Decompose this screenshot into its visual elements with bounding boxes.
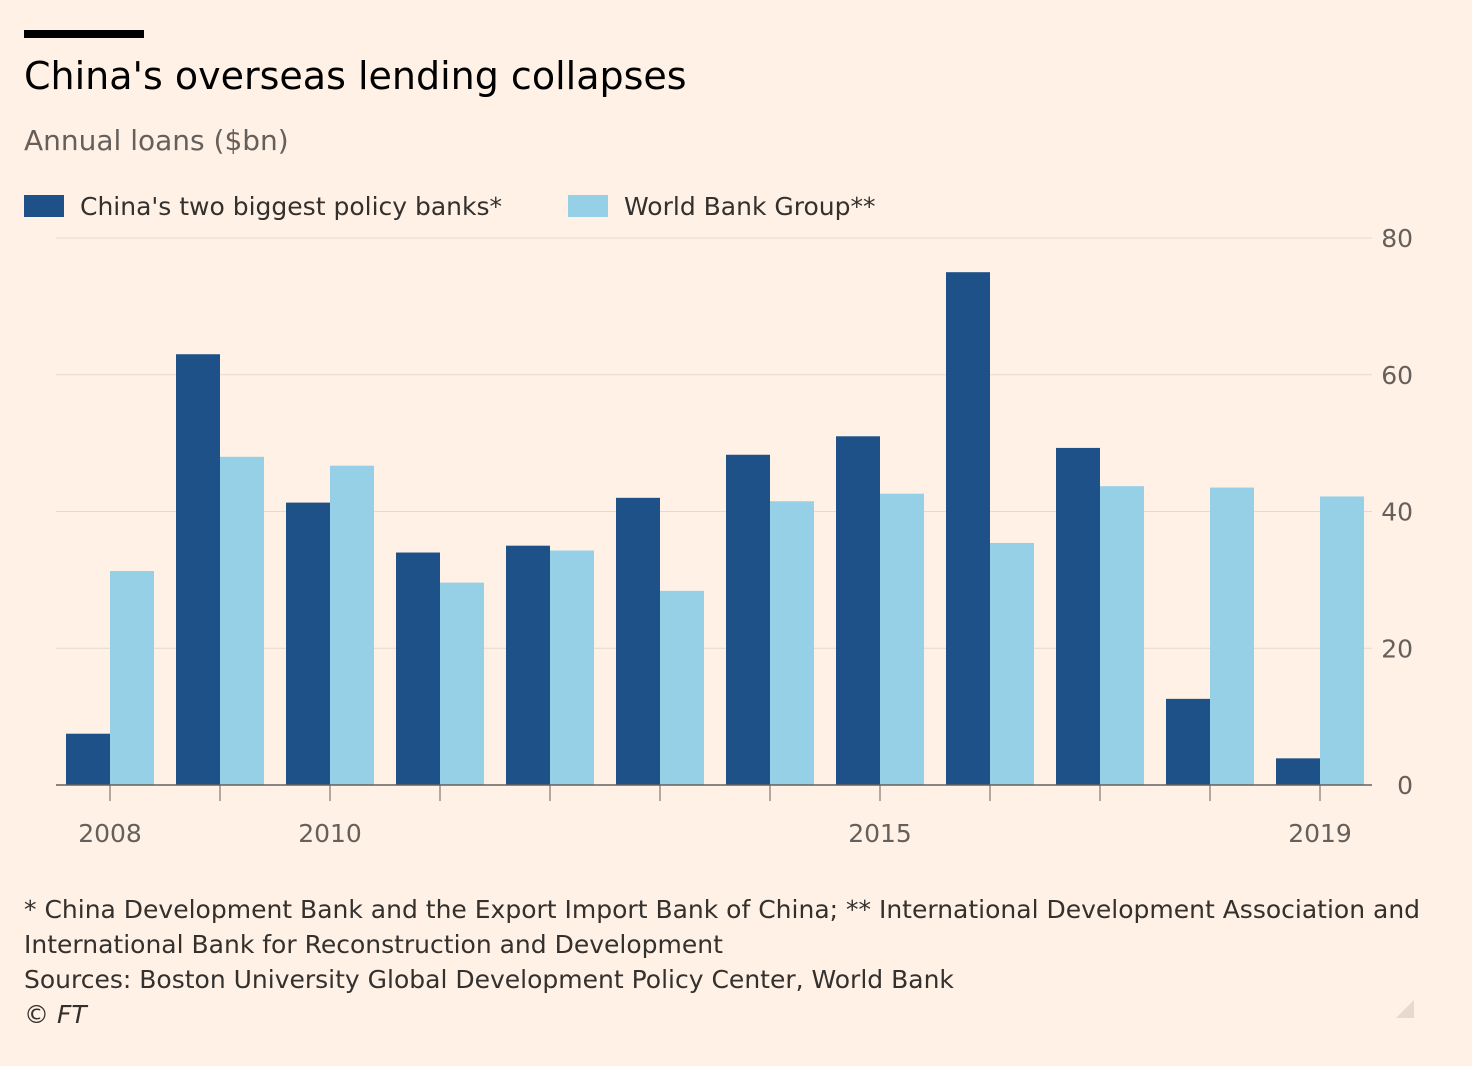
- legend-label-world-bank: World Bank Group**: [624, 191, 876, 221]
- bar: [1210, 487, 1254, 785]
- legend-swatch-world-bank: [568, 195, 609, 217]
- bar: [660, 590, 704, 785]
- bar: [1166, 698, 1210, 785]
- bar: [946, 272, 990, 785]
- legend-item-china: China's two biggest policy banks*: [24, 192, 502, 221]
- bar: [176, 354, 220, 785]
- y-tick-label: 60: [1381, 361, 1413, 390]
- chart-title: China's overseas lending collapses: [24, 54, 687, 98]
- bar: [990, 542, 1034, 785]
- x-tick-label: 2010: [298, 819, 362, 848]
- bar: [1100, 486, 1144, 785]
- bar: [1276, 758, 1320, 785]
- bar: [616, 497, 660, 785]
- footnote-line-2: International Bank for Reconstruction an…: [24, 930, 723, 959]
- ft-credit: © FT: [24, 1000, 87, 1029]
- bar: [110, 570, 154, 785]
- y-tick-label: 0: [1397, 771, 1413, 800]
- x-tick-label: 2008: [78, 819, 142, 848]
- bar: [396, 552, 440, 785]
- y-tick-label: 40: [1381, 498, 1413, 527]
- bar: [726, 454, 770, 785]
- legend-label-china: China's two biggest policy banks*: [80, 191, 503, 221]
- bar: [1320, 496, 1364, 785]
- bar: [66, 733, 110, 785]
- footnote-line-1: * China Development Bank and the Export …: [24, 895, 1421, 924]
- sources-text: Sources: Boston University Global Develo…: [24, 965, 954, 994]
- top-rule: [24, 30, 144, 38]
- bar: [440, 582, 484, 785]
- legend: China's two biggest policy banks* World …: [24, 188, 942, 224]
- legend-item-world-bank: World Bank Group**: [568, 191, 876, 221]
- legend-swatch-china: [24, 195, 64, 217]
- x-tick-label: 2019: [1288, 819, 1352, 848]
- bar: [1056, 447, 1100, 785]
- bar: [836, 436, 880, 785]
- bar: [506, 545, 550, 785]
- bar: [770, 501, 814, 785]
- resize-handle-icon: [1396, 1000, 1414, 1018]
- y-tick-label: 80: [1381, 225, 1413, 253]
- bar: [880, 493, 924, 785]
- y-tick-label: 20: [1381, 634, 1413, 663]
- bar: [550, 550, 594, 785]
- chart-subtitle: Annual loans ($bn): [24, 124, 289, 157]
- bar: [330, 465, 374, 785]
- bar: [220, 456, 264, 785]
- footnote: * China Development Bank and the Export …: [24, 892, 1444, 1032]
- bar-chart: 0 20 40 60 80 2008 2010 2015 2019: [56, 225, 1413, 848]
- x-tick-label: 2015: [848, 819, 912, 848]
- bar: [286, 502, 330, 785]
